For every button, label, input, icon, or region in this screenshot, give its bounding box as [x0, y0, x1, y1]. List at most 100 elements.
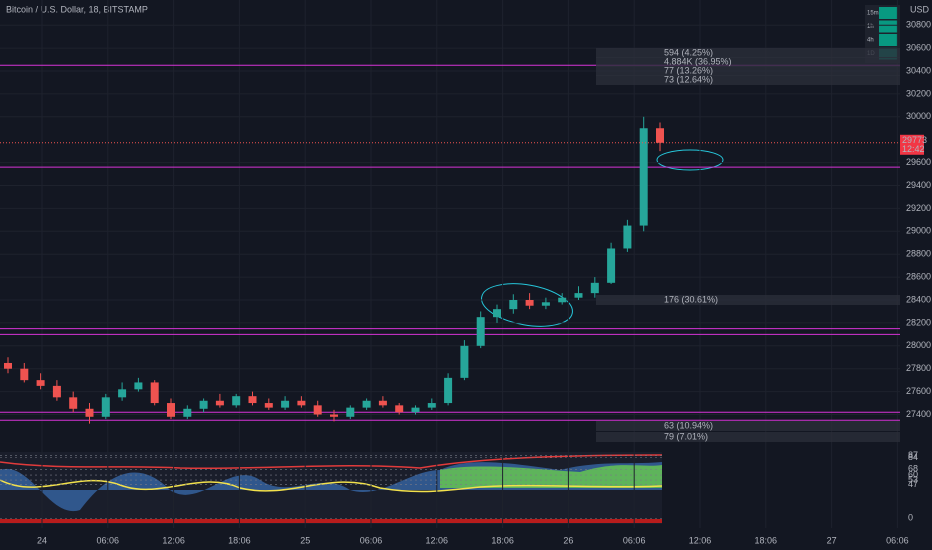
candle-body — [36, 380, 45, 386]
timeframe-cell — [879, 20, 898, 33]
annotation-bg — [596, 295, 900, 305]
y-tick-label: 29600 — [906, 157, 931, 167]
osc-tick-label: 47 — [908, 479, 918, 489]
annotation-bg — [596, 75, 900, 85]
candle-body — [574, 293, 583, 298]
candle-body — [427, 403, 436, 408]
candle-body — [346, 407, 355, 417]
candle-body — [264, 403, 273, 408]
drawing-circle — [481, 283, 573, 327]
y-tick-label: 27600 — [906, 386, 931, 396]
timeframe: 15m — [867, 11, 879, 17]
candle-body — [4, 362, 12, 369]
y-tick-label: 29400 — [906, 180, 931, 190]
oscillator-wave — [440, 465, 662, 488]
y-tick-label: 30600 — [906, 42, 931, 52]
annotation: 63 (10.94%) — [664, 420, 713, 430]
osc-tick-label: 60 — [908, 469, 918, 479]
candle-body — [411, 407, 420, 413]
candle-body — [167, 403, 175, 417]
candle-body — [607, 248, 616, 283]
x-tick-label: 18:06 — [491, 535, 514, 545]
candle-body — [558, 297, 567, 303]
x-tick-label: 12:06 — [162, 535, 185, 545]
x-tick-label: 18:06 — [755, 535, 778, 545]
y-tick-label: 30400 — [906, 65, 931, 75]
candle-body — [525, 300, 534, 306]
candle-body — [183, 408, 192, 417]
x-tick-label: 06:06 — [360, 535, 383, 545]
y-tick-label: 28800 — [906, 249, 931, 259]
y-tick-label: 27400 — [906, 409, 931, 419]
x-tick-label: 06:06 — [623, 535, 646, 545]
candle-body — [118, 389, 127, 398]
chart-title: Bitcoin / U.S. Dollar, 18, BITSTAMP — [6, 4, 148, 14]
annotation-bg — [596, 432, 900, 442]
candle-body — [444, 377, 453, 404]
annotation-bg — [596, 48, 900, 58]
x-tick-label: 24 — [37, 535, 47, 545]
candle-body — [20, 368, 29, 381]
y-tick-label: 29000 — [906, 226, 931, 236]
candle-body — [150, 382, 159, 404]
x-tick-label: 25 — [300, 535, 310, 545]
annotation: 594 (4.25%) — [664, 47, 713, 57]
y-tick-label: 28400 — [906, 294, 931, 304]
x-tick-label: 06:06 — [97, 535, 120, 545]
candle-body — [378, 400, 387, 406]
osc-tick-label: 68 — [908, 464, 918, 474]
osc-tick-label: 84 — [908, 452, 918, 462]
y-tick-label: 30000 — [906, 111, 931, 121]
candle-body — [215, 400, 224, 406]
candle-body — [656, 128, 664, 143]
candle-body — [590, 282, 599, 294]
annotation: 73 (12.64%) — [664, 74, 713, 84]
oscillator-line — [0, 479, 663, 493]
osc-tick-label: 87 — [908, 450, 918, 460]
candle-body — [313, 405, 322, 415]
candle-body — [541, 302, 550, 306]
annotation-bg — [596, 57, 900, 67]
candle-body — [330, 414, 338, 417]
y-tick-label: 28600 — [906, 271, 931, 281]
y-tick-label: 29200 — [906, 203, 931, 213]
timeframe-cell — [879, 7, 898, 19]
candle-body — [297, 400, 306, 406]
candle-body — [69, 397, 78, 409]
candle-body — [199, 400, 208, 409]
drawing-circle — [656, 149, 724, 171]
annotation: 176 (30.61%) — [664, 294, 718, 304]
annotation: 79 (7.01%) — [664, 431, 708, 441]
annotation: 77 (13.26%) — [664, 65, 713, 75]
candle-body — [101, 397, 110, 417]
annotation-bg — [596, 421, 900, 431]
candle-body — [395, 405, 404, 413]
y-tick-label: 30800 — [906, 20, 931, 30]
candle-body — [281, 400, 290, 408]
candle-body — [232, 396, 241, 406]
y-tick-label: 28000 — [906, 340, 931, 350]
x-tick-label: 12:06 — [689, 535, 712, 545]
y-tick-label: 28200 — [906, 317, 931, 327]
candle-body — [509, 300, 518, 310]
timeframe-cell — [879, 34, 898, 46]
y-tick-label: 27800 — [906, 363, 931, 373]
candle-body — [460, 345, 469, 378]
y-tick-label: 30200 — [906, 88, 931, 98]
currency: USD — [910, 4, 930, 14]
timeframe: 1h — [867, 24, 874, 30]
x-tick-label: 06:06 — [886, 535, 909, 545]
annotation: 4.884K (36.95%) — [664, 56, 732, 66]
price-badge — [900, 134, 924, 155]
candle-body — [85, 408, 94, 417]
candle-body — [639, 128, 648, 226]
candle-body — [52, 385, 61, 398]
candle-body — [134, 382, 143, 390]
countdown: 12:42 — [902, 144, 925, 154]
last-price: 29773 — [902, 135, 927, 145]
candle-body — [362, 400, 371, 408]
candle-body — [476, 317, 485, 346]
timeframe: 4h — [867, 38, 874, 44]
candle-body — [623, 225, 632, 249]
